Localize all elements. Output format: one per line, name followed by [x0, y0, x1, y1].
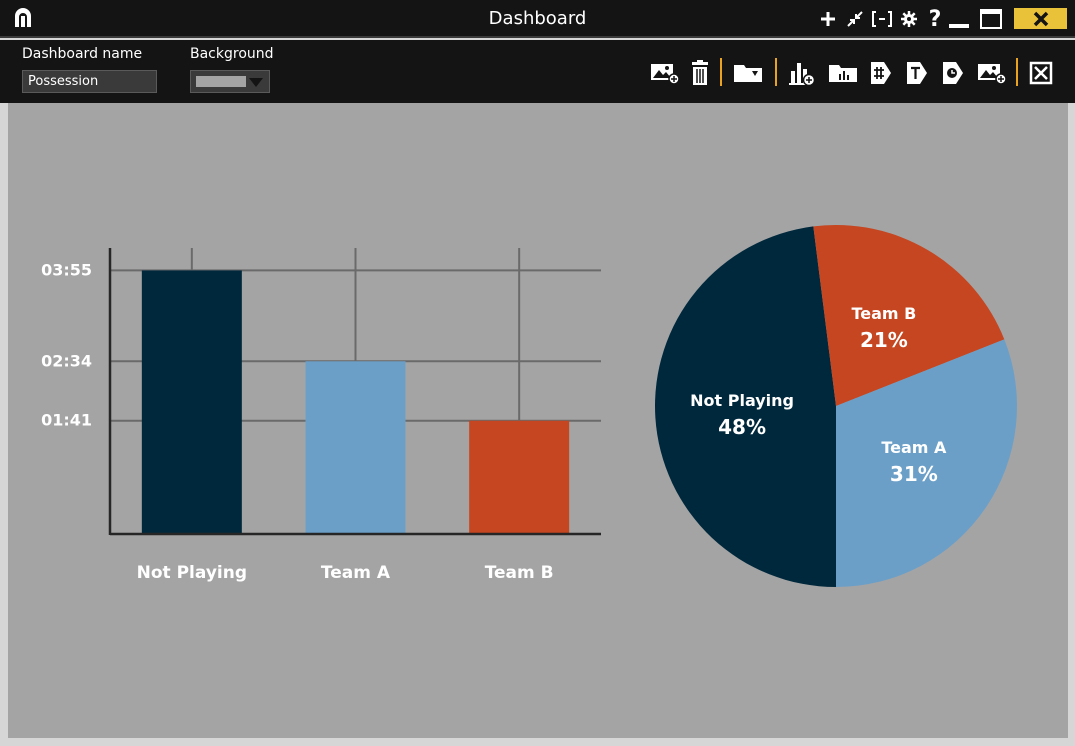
background-select[interactable]: [190, 70, 270, 93]
bracket-icon[interactable]: [870, 5, 894, 33]
background-swatch: [196, 76, 246, 87]
minimize-icon[interactable]: [947, 5, 971, 33]
pie-slice[interactable]: [654, 226, 836, 587]
counter-icon[interactable]: [866, 58, 896, 88]
collapse-icon[interactable]: [844, 5, 866, 33]
pie-slice-value: 48%: [718, 415, 766, 439]
text-icon[interactable]: [902, 58, 932, 88]
app-logo-icon: [15, 8, 31, 27]
close-dashboard-icon[interactable]: [1026, 58, 1056, 88]
add-chart-icon[interactable]: [787, 58, 817, 88]
trash-icon[interactable]: [685, 58, 715, 88]
bar-chart[interactable]: 03:55 02:34 01:41 Not Playing Team A Team B: [8, 103, 608, 603]
add-media-icon[interactable]: [977, 58, 1007, 88]
y-tick-label: 02:34: [41, 351, 92, 370]
toolbar-divider: [720, 58, 722, 86]
bar[interactable]: [469, 420, 570, 534]
y-tick-label: 03:55: [41, 260, 92, 279]
chevron-down-icon: [249, 78, 263, 87]
gear-icon[interactable]: [898, 5, 920, 33]
add-image-icon[interactable]: [650, 58, 680, 88]
toolbar-divider: [1016, 58, 1018, 86]
background-label: Background: [190, 46, 274, 62]
plus-icon[interactable]: [817, 5, 839, 33]
close-icon: [1033, 11, 1048, 26]
pie-slice[interactable]: [813, 225, 1005, 406]
pie-slice-label: Not Playing: [690, 391, 794, 410]
pie-slice[interactable]: [836, 339, 1017, 587]
bar-chart-icon[interactable]: [828, 58, 858, 88]
dashboard-toolbar: Dashboard name Background: [0, 40, 1075, 103]
dashboard-name-label: Dashboard name: [22, 46, 143, 62]
timer-icon[interactable]: [938, 58, 968, 88]
pie-slice-label: Team B: [851, 304, 916, 323]
toolbar-divider: [775, 58, 777, 86]
pie-slice-value: 31%: [890, 462, 938, 486]
folder-icon[interactable]: [733, 58, 763, 88]
x-tick-label: Team A: [321, 563, 391, 583]
title-bar: Dashboard ?: [0, 0, 1075, 38]
dashboard-name-input[interactable]: [22, 70, 157, 93]
y-tick-label: 01:41: [41, 411, 92, 430]
bar[interactable]: [141, 270, 242, 534]
window-title: Dashboard: [488, 8, 587, 29]
close-window-button[interactable]: [1014, 8, 1067, 29]
pie-slice-value: 21%: [860, 328, 908, 352]
dashboard-canvas: 03:55 02:34 01:41 Not Playing Team A Team B N…: [8, 103, 1068, 738]
pie-chart[interactable]: Not Playing 48% Team B 21% Team A 31%: [636, 206, 1056, 626]
pie-slice-label: Team A: [881, 438, 947, 457]
help-icon[interactable]: ?: [928, 6, 942, 32]
x-tick-label: Team B: [485, 563, 554, 583]
x-tick-label: Not Playing: [137, 563, 247, 583]
maximize-icon[interactable]: [978, 5, 1004, 33]
bar[interactable]: [305, 361, 406, 534]
